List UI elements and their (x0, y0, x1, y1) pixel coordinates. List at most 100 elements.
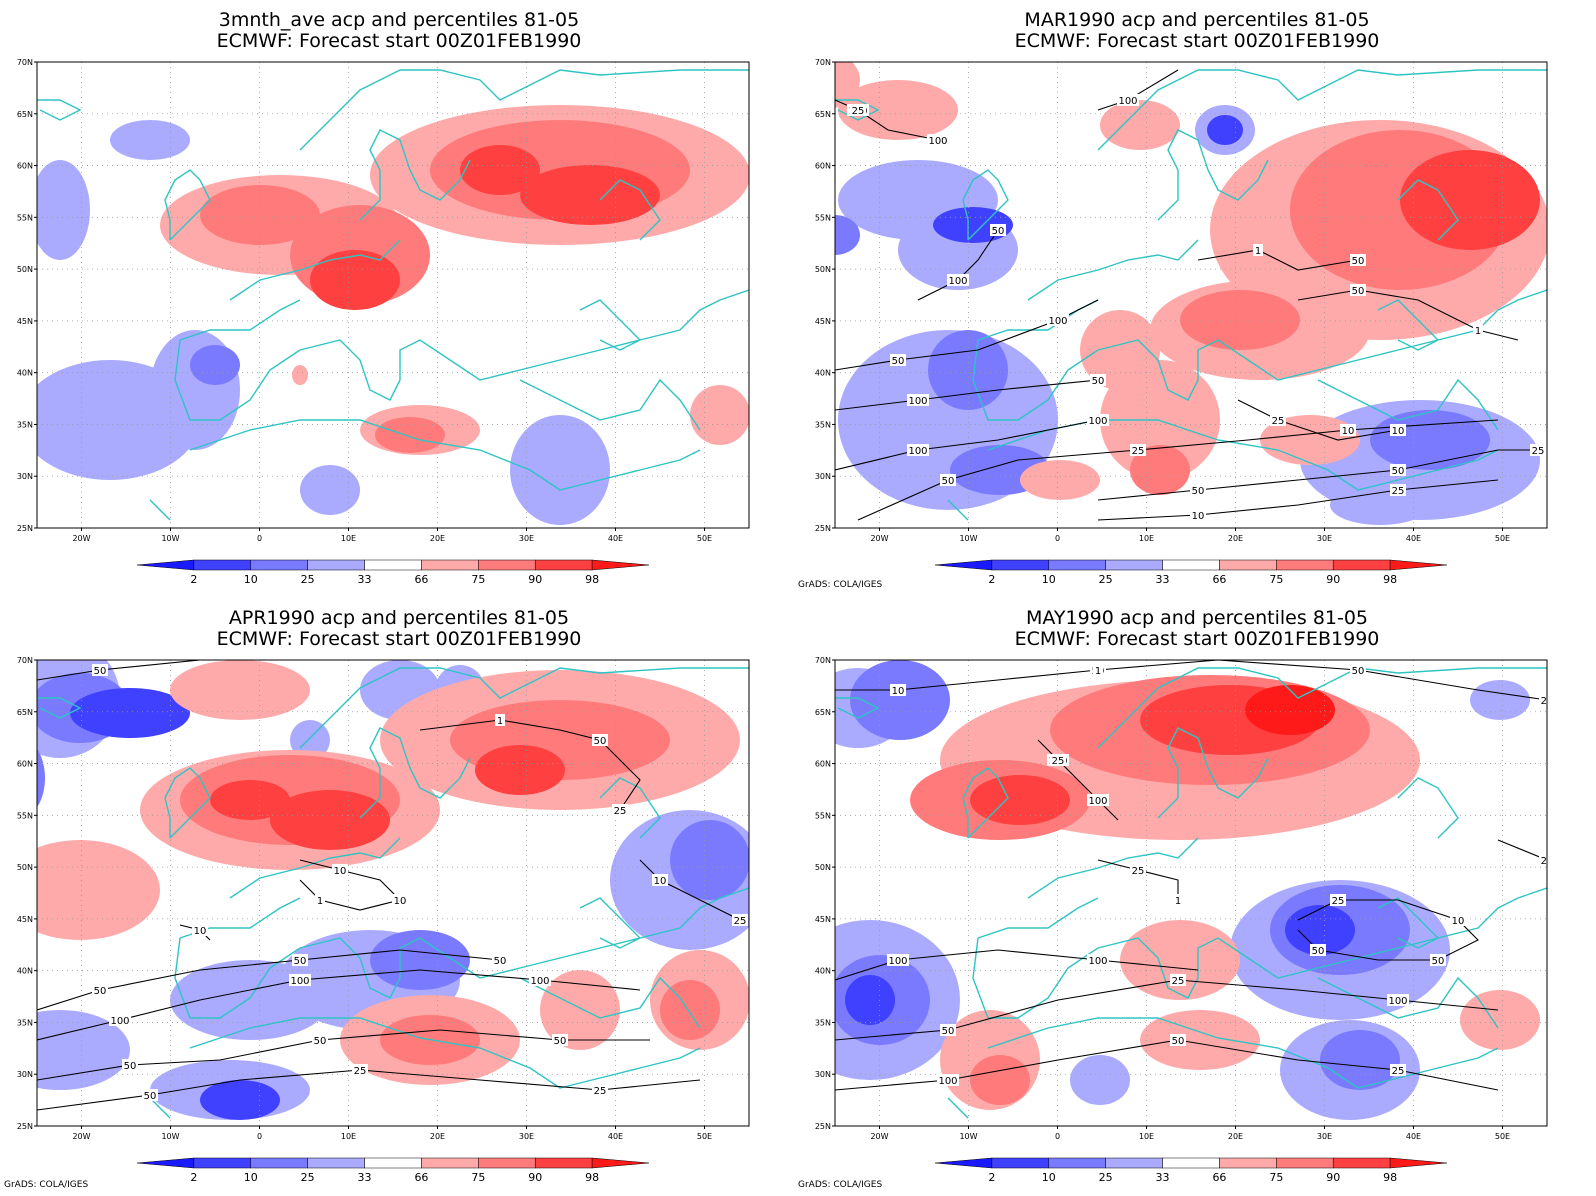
coastline (37, 697, 82, 719)
map-panel-apr1990: APR1990 acp and percentiles 81-05 ECMWF:… (0, 598, 798, 1196)
contour-label: 50 (1352, 666, 1365, 677)
lon-tick-label: 20E (1228, 534, 1243, 543)
colorbar-label: 2 (190, 1171, 197, 1184)
lon-tick-label: 10W (959, 1132, 977, 1141)
lon-tick-label: 30E (1317, 1132, 1332, 1141)
anomaly-region (200, 185, 320, 245)
contour-line (419, 719, 641, 811)
lat-tick-label: 25N (815, 524, 831, 533)
contour-label: 25 (594, 1086, 607, 1097)
contour-label: 1 (1255, 246, 1261, 257)
contour-label: 100 (928, 136, 947, 147)
coastline (1097, 887, 1547, 999)
anomaly-region (835, 62, 860, 108)
contour-line (1097, 479, 1499, 521)
colorbar-label: 98 (585, 573, 599, 586)
contour-label: 1 (497, 716, 503, 727)
coastline (947, 499, 969, 521)
coastline (972, 339, 1099, 421)
anomaly-region (670, 820, 749, 900)
panel-subtitle: ECMWF: Forecast start 00Z01FEB1990 (1014, 30, 1380, 52)
credit-label: GrADS: COLA/IGES (798, 580, 883, 590)
lon-tick-label: 40E (1406, 534, 1421, 543)
anomaly-region (1400, 150, 1540, 250)
lon-tick-label: 20W (870, 1132, 888, 1141)
anomaly-region (1130, 445, 1190, 495)
contour-label: 100 (1088, 416, 1107, 427)
anomaly-region (510, 415, 610, 525)
colorbar-label: 2 (988, 1171, 995, 1184)
anomaly-region (1330, 485, 1430, 525)
coastline (1317, 378, 1499, 431)
contour-line (835, 379, 1099, 411)
lat-tick-label: 65N (17, 110, 33, 119)
colorbar-label: 25 (301, 1171, 315, 1184)
anomaly-region (290, 720, 330, 760)
lat-tick-label: 40N (815, 369, 831, 378)
anomaly-region (1180, 290, 1300, 350)
coastline (299, 69, 749, 151)
lon-tick-label: 30E (1317, 534, 1332, 543)
colorbar-label: 98 (1383, 1171, 1397, 1184)
lon-tick-label: 0 (1055, 534, 1060, 543)
coastline (174, 937, 301, 1019)
colorbar-label: 98 (585, 1171, 599, 1184)
contour-label: 10 (892, 686, 905, 697)
coastline (164, 169, 211, 241)
colorbar-label: 33 (1156, 573, 1170, 586)
contour-label: 1 (317, 896, 323, 907)
coastline (835, 697, 880, 719)
contour-label: 100 (1118, 96, 1137, 107)
anomaly-region (200, 1080, 280, 1120)
contour-line (37, 949, 501, 1011)
coastline (1157, 727, 1269, 819)
anomaly-region (838, 80, 958, 140)
map-plot: 70N 65N 60N 55N 50N 45N 40N 35N 30N 25N 20W 10W 0 10E… (17, 58, 750, 586)
coastline (299, 667, 749, 749)
contour-label: 25 (1132, 866, 1145, 877)
coastline (972, 937, 1099, 1019)
contour-label: 10 (194, 926, 207, 937)
contour-label: 50 (594, 736, 607, 747)
lon-tick-label: 50E (697, 534, 712, 543)
contour-label: 25 (1541, 856, 1554, 867)
anomaly-region (970, 1055, 1030, 1105)
lon-tick-label: 10W (959, 534, 977, 543)
contour-line (1197, 249, 1359, 271)
lon-tick-label: 10W (161, 1132, 179, 1141)
contour-label: 50 (294, 956, 307, 967)
lat-tick-label: 25N (815, 1122, 831, 1131)
colorbar-label: 25 (1099, 573, 1113, 586)
colorbar-label: 98 (1383, 573, 1397, 586)
contour-label: 25 (1132, 446, 1145, 457)
lat-tick-label: 60N (815, 760, 831, 769)
contour-label: 25 (354, 1066, 367, 1077)
coastline (189, 419, 701, 491)
contour-line (639, 859, 741, 921)
lon-tick-label: 0 (257, 1132, 262, 1141)
lon-tick-label: 30E (519, 1132, 534, 1141)
lat-tick-label: 30N (17, 1070, 33, 1079)
coastline (1397, 179, 1459, 241)
anomaly-region (370, 930, 470, 990)
contour-line (835, 299, 1099, 371)
lon-tick-label: 10E (1139, 534, 1154, 543)
coastline (599, 777, 661, 839)
panel-subtitle: ECMWF: Forecast start 00Z01FEB1990 (1014, 628, 1380, 650)
coastline (579, 299, 642, 351)
contour-label: 50 (1192, 486, 1205, 497)
contour-label: 25 (1332, 896, 1345, 907)
contour-label: 10 (1452, 916, 1465, 927)
coastline (1377, 299, 1440, 351)
coastline (299, 289, 749, 401)
colorbar-label: 25 (301, 573, 315, 586)
contour-label: 10 (334, 866, 347, 877)
lon-tick-label: 50E (1495, 534, 1510, 543)
anomaly-region (1070, 1055, 1130, 1105)
lat-tick-label: 45N (17, 317, 33, 326)
contour-label: 25 (1541, 696, 1554, 707)
contour-label: 100 (888, 956, 907, 967)
coastline (359, 129, 471, 221)
colorbar-label: 75 (471, 1171, 485, 1184)
anomaly-region (660, 980, 720, 1040)
